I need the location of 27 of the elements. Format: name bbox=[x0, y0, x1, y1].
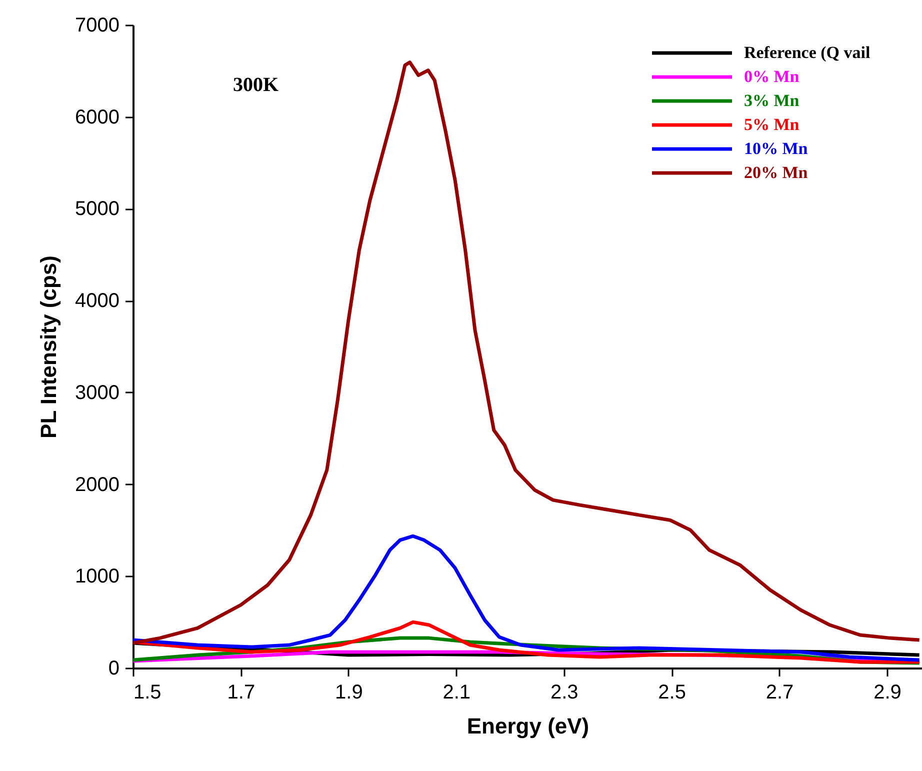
legend-label: Reference (Q vail bbox=[744, 43, 870, 62]
y-tick-label: 3000 bbox=[75, 382, 120, 404]
x-tick-label: 2.7 bbox=[766, 682, 794, 704]
y-tick-label: 2000 bbox=[75, 474, 120, 496]
y-tick-label: 6000 bbox=[75, 106, 120, 128]
legend-label: 3% Mn bbox=[744, 91, 800, 110]
y-tick-label: 7000 bbox=[75, 14, 120, 36]
y-tick-label: 0 bbox=[108, 658, 120, 680]
legend-label: 5% Mn bbox=[744, 115, 800, 134]
x-tick-label: 2.3 bbox=[550, 682, 578, 704]
x-tick-label: 1.5 bbox=[134, 682, 162, 704]
x-tick-label: 1.7 bbox=[227, 682, 256, 704]
annotation: 300K bbox=[233, 74, 279, 96]
x-tick-label: 2.5 bbox=[658, 682, 686, 704]
legend-label: 10% Mn bbox=[744, 139, 808, 158]
legend-label: 20% Mn bbox=[744, 163, 808, 182]
legend-label: 0% Mn bbox=[744, 67, 800, 86]
y-tick-label: 5000 bbox=[75, 198, 120, 220]
line-series bbox=[133, 534, 922, 662]
x-tick-label: 1.9 bbox=[335, 682, 363, 704]
y-axis-title: PL Intensity (cps) bbox=[36, 256, 62, 438]
line-series bbox=[133, 60, 922, 645]
y-tick-label: 1000 bbox=[75, 566, 120, 588]
x-tick-label: 2.9 bbox=[874, 682, 902, 704]
x-axis-title: Energy (eV) bbox=[466, 714, 590, 738]
y-tick-label: 4000 bbox=[75, 290, 120, 312]
x-tick-label: 2.1 bbox=[442, 682, 471, 704]
